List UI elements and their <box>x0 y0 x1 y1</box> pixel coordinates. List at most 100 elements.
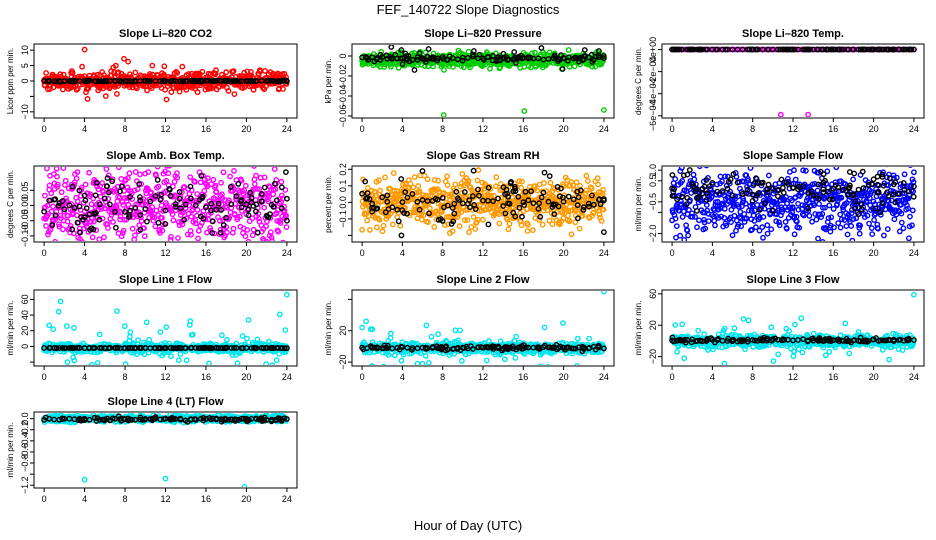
point <box>528 188 534 195</box>
point <box>816 200 822 207</box>
point <box>217 229 224 236</box>
point <box>749 226 755 233</box>
panel-4: Slope Amb. Box Temp.0 4 8 12 16 20 24−0.10−0.0… <box>6 150 298 262</box>
point <box>590 57 597 63</box>
point <box>516 178 523 185</box>
point <box>493 57 500 63</box>
point <box>218 78 225 84</box>
x-tick-label: 12 <box>788 124 798 134</box>
point <box>541 180 547 186</box>
point <box>805 189 811 196</box>
point <box>69 345 76 351</box>
point <box>113 224 119 231</box>
point <box>144 186 151 193</box>
outlier-point <box>538 45 545 51</box>
x-tick-label: 16 <box>518 248 528 258</box>
point <box>70 354 77 361</box>
point <box>875 189 882 196</box>
point <box>135 337 142 343</box>
point <box>199 68 206 75</box>
point <box>760 214 767 220</box>
x-tick-label: 16 <box>201 124 211 134</box>
point <box>711 217 718 224</box>
point <box>900 225 907 232</box>
point <box>67 258 71 262</box>
point <box>908 46 915 53</box>
point <box>278 205 285 212</box>
point <box>195 227 202 234</box>
point <box>107 201 113 208</box>
point <box>230 161 234 165</box>
point <box>371 58 378 65</box>
point <box>703 167 709 169</box>
point <box>83 205 90 212</box>
point <box>459 200 466 207</box>
point <box>411 174 418 181</box>
series-selected <box>669 167 917 218</box>
point <box>137 226 144 233</box>
point <box>410 184 417 191</box>
point <box>227 173 234 180</box>
point <box>208 78 214 85</box>
point <box>230 68 237 75</box>
point <box>520 54 527 61</box>
point <box>490 53 496 59</box>
point <box>806 212 813 219</box>
point <box>162 78 169 84</box>
point <box>271 160 275 164</box>
point <box>192 344 199 351</box>
point <box>480 55 486 62</box>
point <box>116 167 122 171</box>
point <box>559 209 566 216</box>
point <box>583 172 590 179</box>
point <box>800 183 806 190</box>
point <box>208 200 215 207</box>
point <box>435 177 441 184</box>
point <box>148 189 154 196</box>
point <box>273 197 280 204</box>
point <box>127 329 134 336</box>
point <box>173 170 180 177</box>
point <box>112 345 118 351</box>
point <box>273 210 280 217</box>
point <box>683 222 689 229</box>
point <box>168 89 175 96</box>
point <box>213 67 219 74</box>
point <box>99 180 106 186</box>
y-tick-label: 0.0 <box>338 196 348 209</box>
point <box>113 203 120 210</box>
point <box>900 180 907 186</box>
point <box>236 204 243 211</box>
point <box>218 206 225 213</box>
point <box>600 186 606 193</box>
point <box>577 182 583 189</box>
series-selected <box>359 167 607 239</box>
point <box>394 206 401 213</box>
point <box>269 362 276 365</box>
y-tick-label: −10 <box>20 104 30 119</box>
point <box>197 77 204 84</box>
point <box>43 222 49 229</box>
point <box>579 213 586 219</box>
y-tick-label: 1.0 <box>648 164 658 177</box>
point <box>449 205 456 211</box>
series-all <box>41 160 290 262</box>
point <box>215 200 222 207</box>
outlier-point <box>511 49 518 55</box>
outlier-point <box>681 237 688 241</box>
point <box>444 182 451 189</box>
point <box>225 197 232 204</box>
point <box>869 231 876 238</box>
point <box>220 222 227 229</box>
point <box>249 232 256 239</box>
point <box>91 345 98 351</box>
point <box>86 211 93 218</box>
point <box>765 172 772 179</box>
point <box>805 205 811 212</box>
x-tick-label: 24 <box>282 372 292 382</box>
point <box>167 192 174 199</box>
point <box>852 198 859 205</box>
point <box>172 78 179 85</box>
point <box>520 199 527 206</box>
